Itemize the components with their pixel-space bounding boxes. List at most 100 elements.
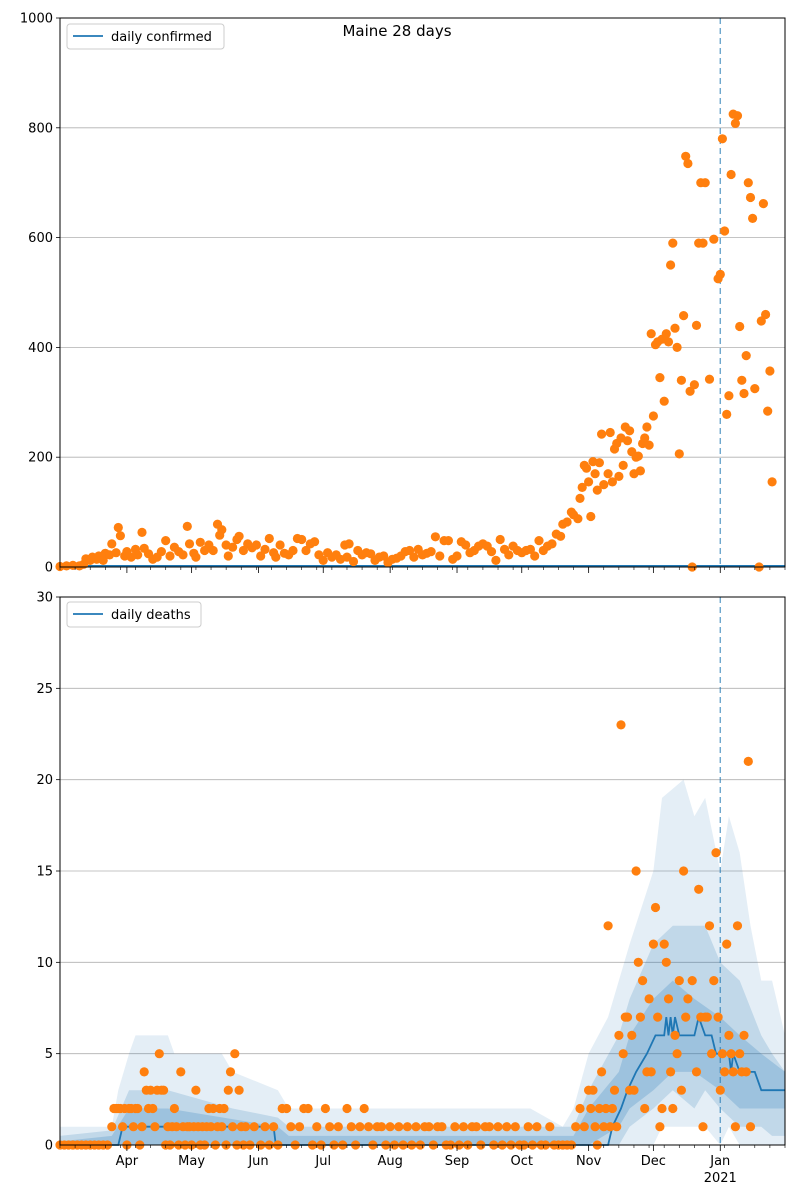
data-point xyxy=(629,1085,639,1095)
data-point xyxy=(471,1122,481,1132)
data-point xyxy=(618,460,628,470)
data-point xyxy=(681,151,691,161)
data-point xyxy=(111,548,121,558)
data-point xyxy=(590,469,600,479)
data-point xyxy=(435,551,445,561)
data-point xyxy=(530,551,540,561)
data-point xyxy=(691,320,702,330)
data-point xyxy=(622,1012,633,1022)
data-point xyxy=(556,531,566,541)
data-point xyxy=(724,391,734,401)
data-point xyxy=(159,1085,169,1095)
data-point xyxy=(355,1122,365,1132)
data-point xyxy=(269,1122,279,1132)
data-point xyxy=(128,1122,138,1132)
data-point xyxy=(607,477,618,487)
data-point xyxy=(739,388,749,399)
data-point xyxy=(251,540,261,550)
data-point xyxy=(437,1122,447,1132)
data-point xyxy=(195,537,205,547)
uncertainty-band xyxy=(60,925,785,1145)
data-point xyxy=(312,1122,322,1132)
data-point xyxy=(493,1122,503,1132)
data-point xyxy=(741,1067,751,1077)
data-point xyxy=(709,234,719,244)
data-point xyxy=(282,1103,292,1114)
data-point xyxy=(171,1122,182,1132)
data-point xyxy=(230,1049,240,1059)
data-point xyxy=(603,469,613,479)
data-point xyxy=(146,1085,156,1095)
legend-deaths-box xyxy=(66,601,202,628)
uncertainty-band xyxy=(60,980,785,1145)
y-tick-label: 10 xyxy=(36,956,53,971)
data-point xyxy=(545,1122,555,1132)
data-point xyxy=(379,551,389,561)
data-point xyxy=(700,178,710,188)
data-point xyxy=(689,380,700,390)
data-point xyxy=(225,1067,236,1077)
data-point xyxy=(594,458,605,468)
data-point xyxy=(739,1030,749,1040)
data-point xyxy=(741,351,751,361)
data-point xyxy=(717,134,728,144)
data-point xyxy=(674,976,684,986)
data-point xyxy=(165,551,175,561)
data-point xyxy=(756,316,766,326)
y-tick-label: 0 xyxy=(45,561,53,576)
data-point xyxy=(683,158,693,169)
data-point xyxy=(763,406,773,416)
data-point xyxy=(154,1049,164,1059)
data-point xyxy=(650,902,661,913)
data-point xyxy=(767,477,777,487)
data-point xyxy=(646,1067,656,1077)
data-point xyxy=(704,374,715,384)
data-point xyxy=(707,1049,717,1059)
data-point xyxy=(575,493,585,503)
data-point xyxy=(223,1085,233,1095)
data-point xyxy=(653,1012,663,1022)
data-point xyxy=(640,1103,650,1114)
data-point xyxy=(601,1103,611,1114)
data-point xyxy=(113,522,123,533)
data-point xyxy=(687,976,697,986)
data-point xyxy=(286,1122,296,1132)
x-tick-label: Nov xyxy=(576,1154,602,1169)
data-point xyxy=(115,531,125,541)
data-point xyxy=(761,309,771,320)
y-tick-label: 1000 xyxy=(20,12,53,27)
data-point xyxy=(271,552,281,562)
data-point xyxy=(344,539,354,549)
data-point xyxy=(659,396,669,406)
data-point xyxy=(599,480,609,490)
data-point xyxy=(724,1030,734,1040)
data-point xyxy=(452,551,462,561)
data-point xyxy=(260,1122,270,1132)
data-point xyxy=(603,921,613,931)
data-point xyxy=(137,527,147,538)
data-point xyxy=(726,1049,736,1059)
data-point xyxy=(303,1103,313,1114)
data-point xyxy=(655,1122,665,1132)
data-point xyxy=(184,539,195,549)
data-point xyxy=(495,534,505,545)
y-tick-label: 15 xyxy=(36,865,53,880)
data-point xyxy=(223,551,233,561)
data-point xyxy=(732,921,743,931)
data-point xyxy=(609,1085,620,1095)
data-point xyxy=(659,939,669,949)
data-point xyxy=(704,921,715,931)
data-point xyxy=(730,1122,741,1132)
data-point xyxy=(633,451,643,461)
data-point xyxy=(743,178,753,188)
data-point xyxy=(717,1049,728,1059)
data-point xyxy=(679,311,689,321)
data-point xyxy=(622,436,633,446)
data-point xyxy=(234,531,244,541)
data-point xyxy=(661,329,671,339)
data-point xyxy=(191,552,201,562)
data-point xyxy=(150,1122,160,1132)
data-point xyxy=(137,1122,147,1132)
data-point xyxy=(648,939,659,949)
data-point xyxy=(424,1122,434,1132)
